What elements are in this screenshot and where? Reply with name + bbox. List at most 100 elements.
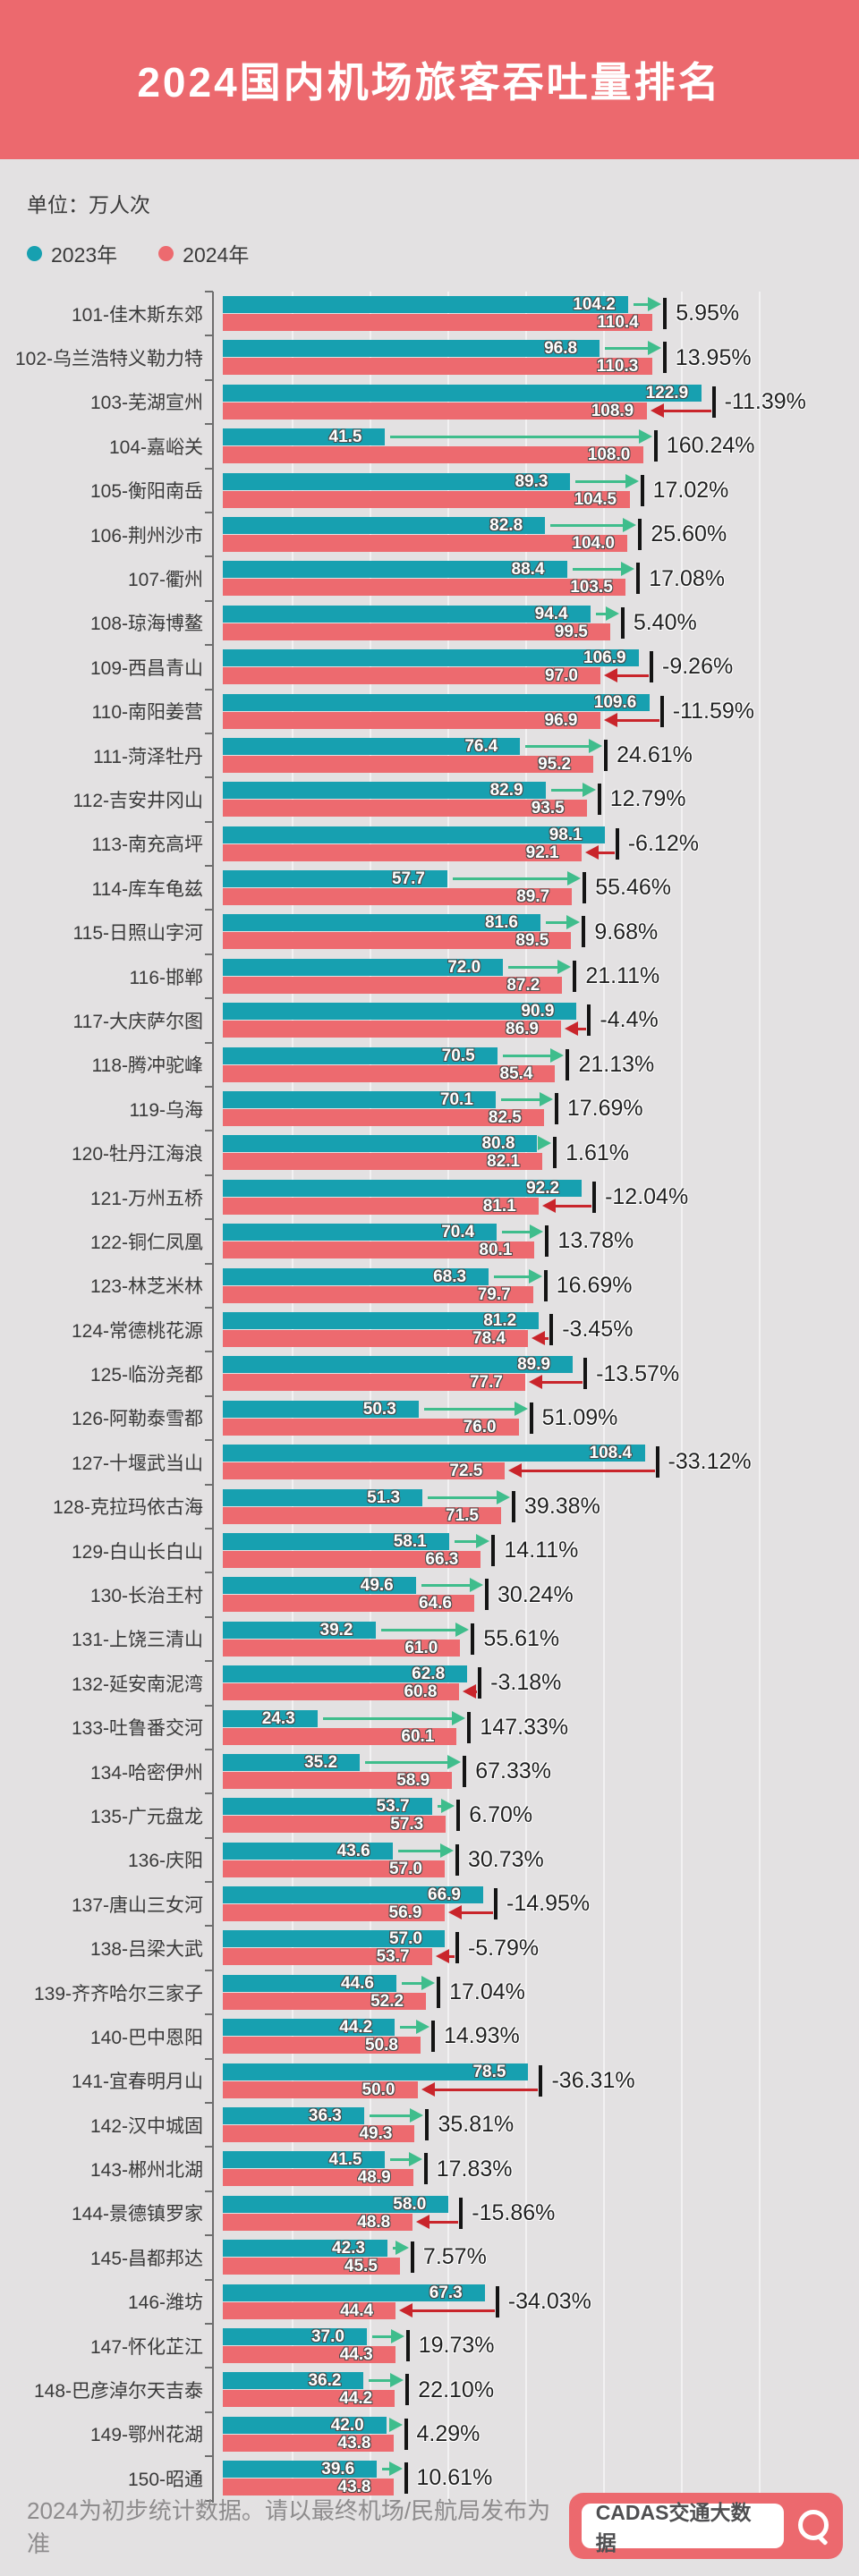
airport-row: 128-克拉玛依古海 51.3 71.5 39.38% bbox=[0, 1483, 859, 1529]
increase-arrow-icon bbox=[470, 1578, 483, 1593]
value-label-2024: 61.0 bbox=[404, 1638, 438, 1657]
value-label-2023: 49.6 bbox=[360, 1576, 394, 1596]
row-label: 116-邯郸 bbox=[129, 967, 203, 988]
legend-dot-2023-icon bbox=[27, 245, 42, 261]
row-plot: 104.2 110.4 5.95% bbox=[223, 292, 859, 335]
pct-change-label: -14.95% bbox=[506, 1891, 591, 1917]
row-plot: 44.2 50.8 14.93% bbox=[223, 2014, 859, 2058]
airport-row: 129-白山长白山 58.1 66.3 14.11% bbox=[0, 1527, 859, 1572]
value-label-2024: 79.7 bbox=[477, 1284, 511, 1304]
row-label: 142-汉中城固 bbox=[89, 2115, 203, 2137]
axis-tick bbox=[205, 2499, 213, 2502]
bar-2023 bbox=[223, 296, 629, 313]
axis-tick bbox=[205, 2278, 213, 2281]
change-tick bbox=[455, 1843, 459, 1876]
bar-2023 bbox=[223, 870, 447, 888]
change-tick bbox=[597, 784, 601, 816]
bar-2024 bbox=[223, 579, 626, 597]
decrease-arrow-icon bbox=[565, 1021, 578, 1037]
row-plot: 90.9 86.9 -4.4% bbox=[223, 998, 859, 1042]
bar-2023 bbox=[223, 1046, 498, 1064]
value-label-2024: 49.3 bbox=[359, 2124, 393, 2144]
pct-change-label: 55.46% bbox=[595, 875, 671, 901]
airport-row: 115-日照山字河 81.6 89.5 9.68% bbox=[0, 909, 859, 953]
row-plot: 109.6 96.9 -11.59% bbox=[223, 690, 859, 733]
arrow-shaft bbox=[550, 789, 583, 792]
value-label-2023: 53.7 bbox=[376, 1797, 410, 1817]
value-label-2024: 82.1 bbox=[487, 1152, 521, 1172]
value-label-2023: 96.8 bbox=[544, 339, 578, 359]
increase-arrow-icon bbox=[638, 429, 652, 445]
row-plot: 58.0 48.8 -15.86% bbox=[223, 2191, 859, 2235]
axis-tick bbox=[205, 423, 213, 426]
axis-tick bbox=[205, 2013, 213, 2016]
change-tick bbox=[620, 606, 625, 639]
axis-tick bbox=[205, 1572, 213, 1574]
increase-arrow-icon bbox=[623, 517, 637, 532]
row-plot: 81.6 89.5 9.68% bbox=[223, 910, 859, 953]
value-label-2024: 80.1 bbox=[479, 1241, 513, 1260]
value-label-2023: 70.5 bbox=[441, 1046, 475, 1065]
pct-change-label: -36.31% bbox=[551, 2067, 635, 2093]
bar-2023 bbox=[223, 1400, 419, 1418]
increase-arrow-icon bbox=[408, 2152, 422, 2167]
decrease-arrow-icon bbox=[447, 1905, 462, 1920]
arrow-shaft bbox=[554, 1204, 592, 1208]
pct-change-label: 14.11% bbox=[504, 1538, 579, 1563]
increase-arrow-icon bbox=[625, 473, 639, 488]
change-tick bbox=[478, 1667, 482, 1699]
increase-arrow-icon bbox=[390, 2373, 404, 2388]
increase-arrow-icon bbox=[388, 2417, 403, 2432]
value-label-2024: 60.1 bbox=[401, 1726, 435, 1746]
airport-row: 116-邯郸 72.0 87.2 21.11% bbox=[0, 953, 859, 998]
airport-row: 103-芜湖宣州 122.9 108.9 -11.39% bbox=[0, 378, 859, 424]
row-plot: 42.0 43.8 4.29% bbox=[223, 2412, 859, 2456]
change-tick bbox=[711, 386, 716, 418]
pct-change-label: -34.03% bbox=[507, 2288, 591, 2314]
value-label-2024: 87.2 bbox=[506, 975, 540, 995]
change-tick bbox=[455, 1932, 459, 1964]
pct-change-label: -15.86% bbox=[472, 2199, 556, 2225]
row-label: 139-齐齐哈尔三家子 bbox=[33, 1983, 203, 2004]
change-tick bbox=[467, 1711, 472, 1743]
row-plot: 70.4 80.1 13.78% bbox=[223, 1219, 859, 1263]
bar-2024 bbox=[223, 1904, 445, 1922]
pct-change-label: 21.11% bbox=[585, 963, 660, 989]
change-tick bbox=[405, 2374, 410, 2406]
bar-2024 bbox=[223, 1992, 427, 2010]
bar-2024 bbox=[223, 1329, 529, 1347]
bar-2023 bbox=[223, 1886, 483, 1904]
arrow-shaft bbox=[460, 1911, 493, 1915]
row-plot: 58.1 66.3 14.11% bbox=[223, 1529, 859, 1572]
bar-2023 bbox=[223, 2019, 395, 2037]
axis-tick bbox=[205, 335, 213, 337]
bar-2024 bbox=[223, 2479, 394, 2496]
axis-tick bbox=[205, 688, 213, 691]
axis-tick bbox=[205, 1483, 213, 1486]
decrease-arrow-icon bbox=[541, 1198, 556, 1213]
decrease-arrow-icon bbox=[650, 402, 664, 418]
value-label-2024: 77.7 bbox=[469, 1373, 503, 1393]
row-plot: 36.3 49.3 35.81% bbox=[223, 2103, 859, 2147]
pct-change-label: 35.81% bbox=[438, 2112, 515, 2138]
bar-2024 bbox=[223, 2037, 421, 2055]
row-label: 133-吐鲁番交河 bbox=[71, 1718, 203, 1740]
change-tick bbox=[655, 1446, 659, 1479]
row-label: 148-巴彦淖尔天吉泰 bbox=[33, 2381, 203, 2402]
bar-2024 bbox=[223, 2125, 415, 2143]
change-tick bbox=[662, 342, 667, 374]
airport-row: 146-潍坊 67.3 44.4 -34.03% bbox=[0, 2278, 859, 2324]
pct-change-label: -12.04% bbox=[605, 1184, 689, 1209]
increase-arrow-icon bbox=[567, 871, 582, 886]
legend-label-2023: 2023年 bbox=[51, 243, 118, 267]
arrow-shaft bbox=[428, 1496, 497, 1499]
value-label-2024: 50.8 bbox=[364, 2036, 398, 2055]
arrow-shaft bbox=[421, 1584, 470, 1588]
row-plot: 57.0 53.7 -5.79% bbox=[223, 1926, 859, 1970]
value-label-2023: 58.0 bbox=[393, 2194, 427, 2214]
decrease-arrow-icon bbox=[421, 2081, 435, 2097]
value-label-2024: 43.8 bbox=[337, 2433, 371, 2453]
airport-row: 108-琼海博鳌 94.4 99.5 5.40% bbox=[0, 599, 859, 645]
row-plot: 57.7 89.7 55.46% bbox=[223, 866, 859, 910]
value-label-2024: 108.0 bbox=[587, 445, 631, 465]
